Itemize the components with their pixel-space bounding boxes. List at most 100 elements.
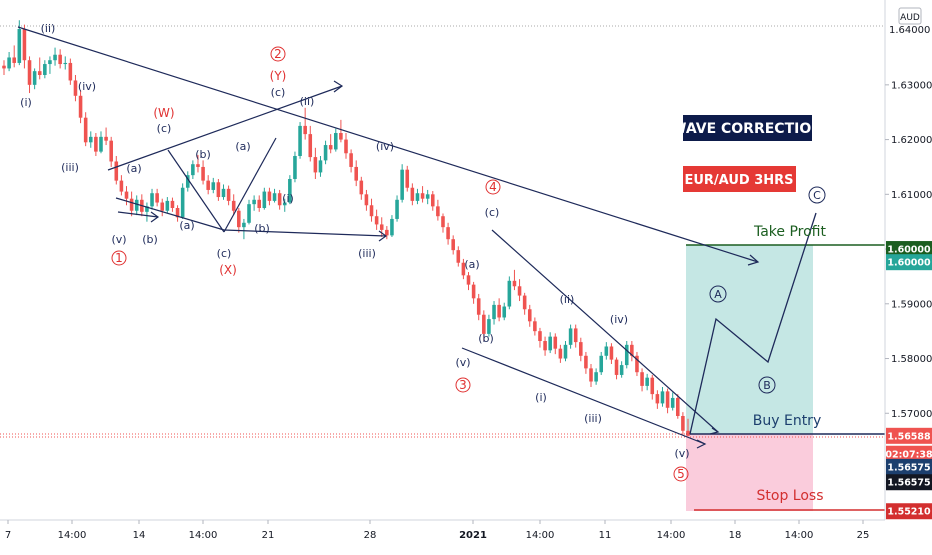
candle-body <box>43 64 47 75</box>
wave-label: (c) <box>485 206 500 219</box>
candle <box>242 218 246 240</box>
candle <box>27 56 32 94</box>
candle-body <box>17 29 22 63</box>
candle <box>446 222 450 245</box>
candle <box>150 188 154 210</box>
abc-projection-path <box>689 212 817 435</box>
w-to-x-line <box>167 149 225 233</box>
candle <box>563 341 568 362</box>
candle <box>288 175 292 205</box>
candle-body <box>216 182 221 198</box>
candle-body <box>180 187 185 218</box>
candle-body <box>456 250 461 263</box>
wave-label: (b) <box>195 148 211 161</box>
candle <box>461 258 466 280</box>
candle <box>395 195 399 222</box>
y-tick-label: 1.61000 <box>891 190 932 201</box>
y-tick-label: 1.58000 <box>891 354 932 365</box>
candle <box>201 160 205 185</box>
wave-label: (a) <box>179 219 194 232</box>
candle <box>83 112 88 147</box>
wave-label: (a) <box>464 258 479 271</box>
candle-body <box>63 62 68 65</box>
candle-body <box>665 391 670 408</box>
candle-body <box>568 328 573 345</box>
candle <box>624 341 629 369</box>
candle-body <box>313 157 318 173</box>
candle-body <box>124 191 129 199</box>
x-tick-label: 14 <box>133 530 146 541</box>
candle-body <box>681 416 685 431</box>
candle-body <box>134 199 139 211</box>
candle-body <box>650 377 655 395</box>
candle <box>650 374 655 400</box>
y-tick-label: 1.57000 <box>891 409 932 420</box>
candle-body <box>548 336 552 351</box>
candle-body <box>395 199 399 219</box>
wave-label: (i) <box>20 96 32 109</box>
candle-body <box>160 202 165 211</box>
circle-label-5: 5 <box>677 467 685 481</box>
chart-title: WAVE CORRECTION <box>671 121 823 137</box>
candle-body <box>201 166 205 181</box>
candle <box>129 191 134 217</box>
candle-body <box>461 262 466 276</box>
candle <box>282 198 287 212</box>
wave-label: (iv) <box>610 313 628 326</box>
wave-label: (b) <box>254 222 270 235</box>
price-badge-bg <box>886 445 932 462</box>
candle-body <box>328 145 333 150</box>
candle-body <box>247 204 251 223</box>
price-badge-label: 02:07:38 <box>885 449 932 460</box>
price-badge-label: 1.60000 <box>887 258 931 269</box>
circle-label-3: 3 <box>459 378 467 392</box>
candle-body <box>410 187 415 201</box>
wave-label: (v) <box>674 447 689 460</box>
circle-label-3-ring <box>455 377 471 393</box>
candle <box>379 217 384 238</box>
candle <box>272 188 277 203</box>
candle <box>645 373 649 391</box>
candle <box>533 317 537 336</box>
candle-body <box>676 397 680 416</box>
candle-body <box>517 286 522 296</box>
candle-body <box>211 182 216 190</box>
candle-body <box>604 346 609 356</box>
candle-body <box>359 180 364 195</box>
candle <box>681 412 685 436</box>
candle-body <box>492 304 496 320</box>
candle-body <box>385 229 389 236</box>
time-axis[interactable]: 7 14:00 14 14:00 21 28 2021 14:00 11 14:00 18 14:00… <box>5 520 870 541</box>
x-tick-label: 14:00 <box>785 530 814 541</box>
candle <box>257 195 262 212</box>
candle <box>594 368 598 385</box>
x-tick-label: 11 <box>599 530 612 541</box>
price-badges: 1.60000 1.60000 1.56588 02:07:38 1.56575 1.56… <box>885 241 932 520</box>
candle-body <box>533 321 537 332</box>
candle <box>579 337 583 362</box>
circle-label-5-ring <box>673 466 689 482</box>
currency-badge[interactable] <box>898 7 922 25</box>
candle <box>237 208 241 233</box>
currency-label: AUD <box>900 13 920 23</box>
candle <box>548 332 552 354</box>
candle <box>308 125 313 162</box>
candle <box>226 185 231 206</box>
x-tick-label: 25 <box>857 530 870 541</box>
candle <box>538 327 542 348</box>
candle <box>630 341 634 362</box>
candle-body <box>471 284 476 299</box>
wave-label: (v) <box>455 356 470 369</box>
candle <box>313 147 318 179</box>
lower-arrow-line <box>117 211 159 218</box>
price-badge-label: 1.56575 <box>887 462 930 473</box>
candle-body <box>262 191 267 208</box>
wave-label: (v) <box>111 233 126 246</box>
candle <box>277 189 282 210</box>
main-downtrend-line <box>17 26 759 263</box>
profit-zone <box>686 245 813 434</box>
candle <box>165 197 170 214</box>
circle-label-b: B <box>763 379 771 392</box>
candle <box>99 131 103 154</box>
downtrend-arrowhead <box>747 254 760 266</box>
